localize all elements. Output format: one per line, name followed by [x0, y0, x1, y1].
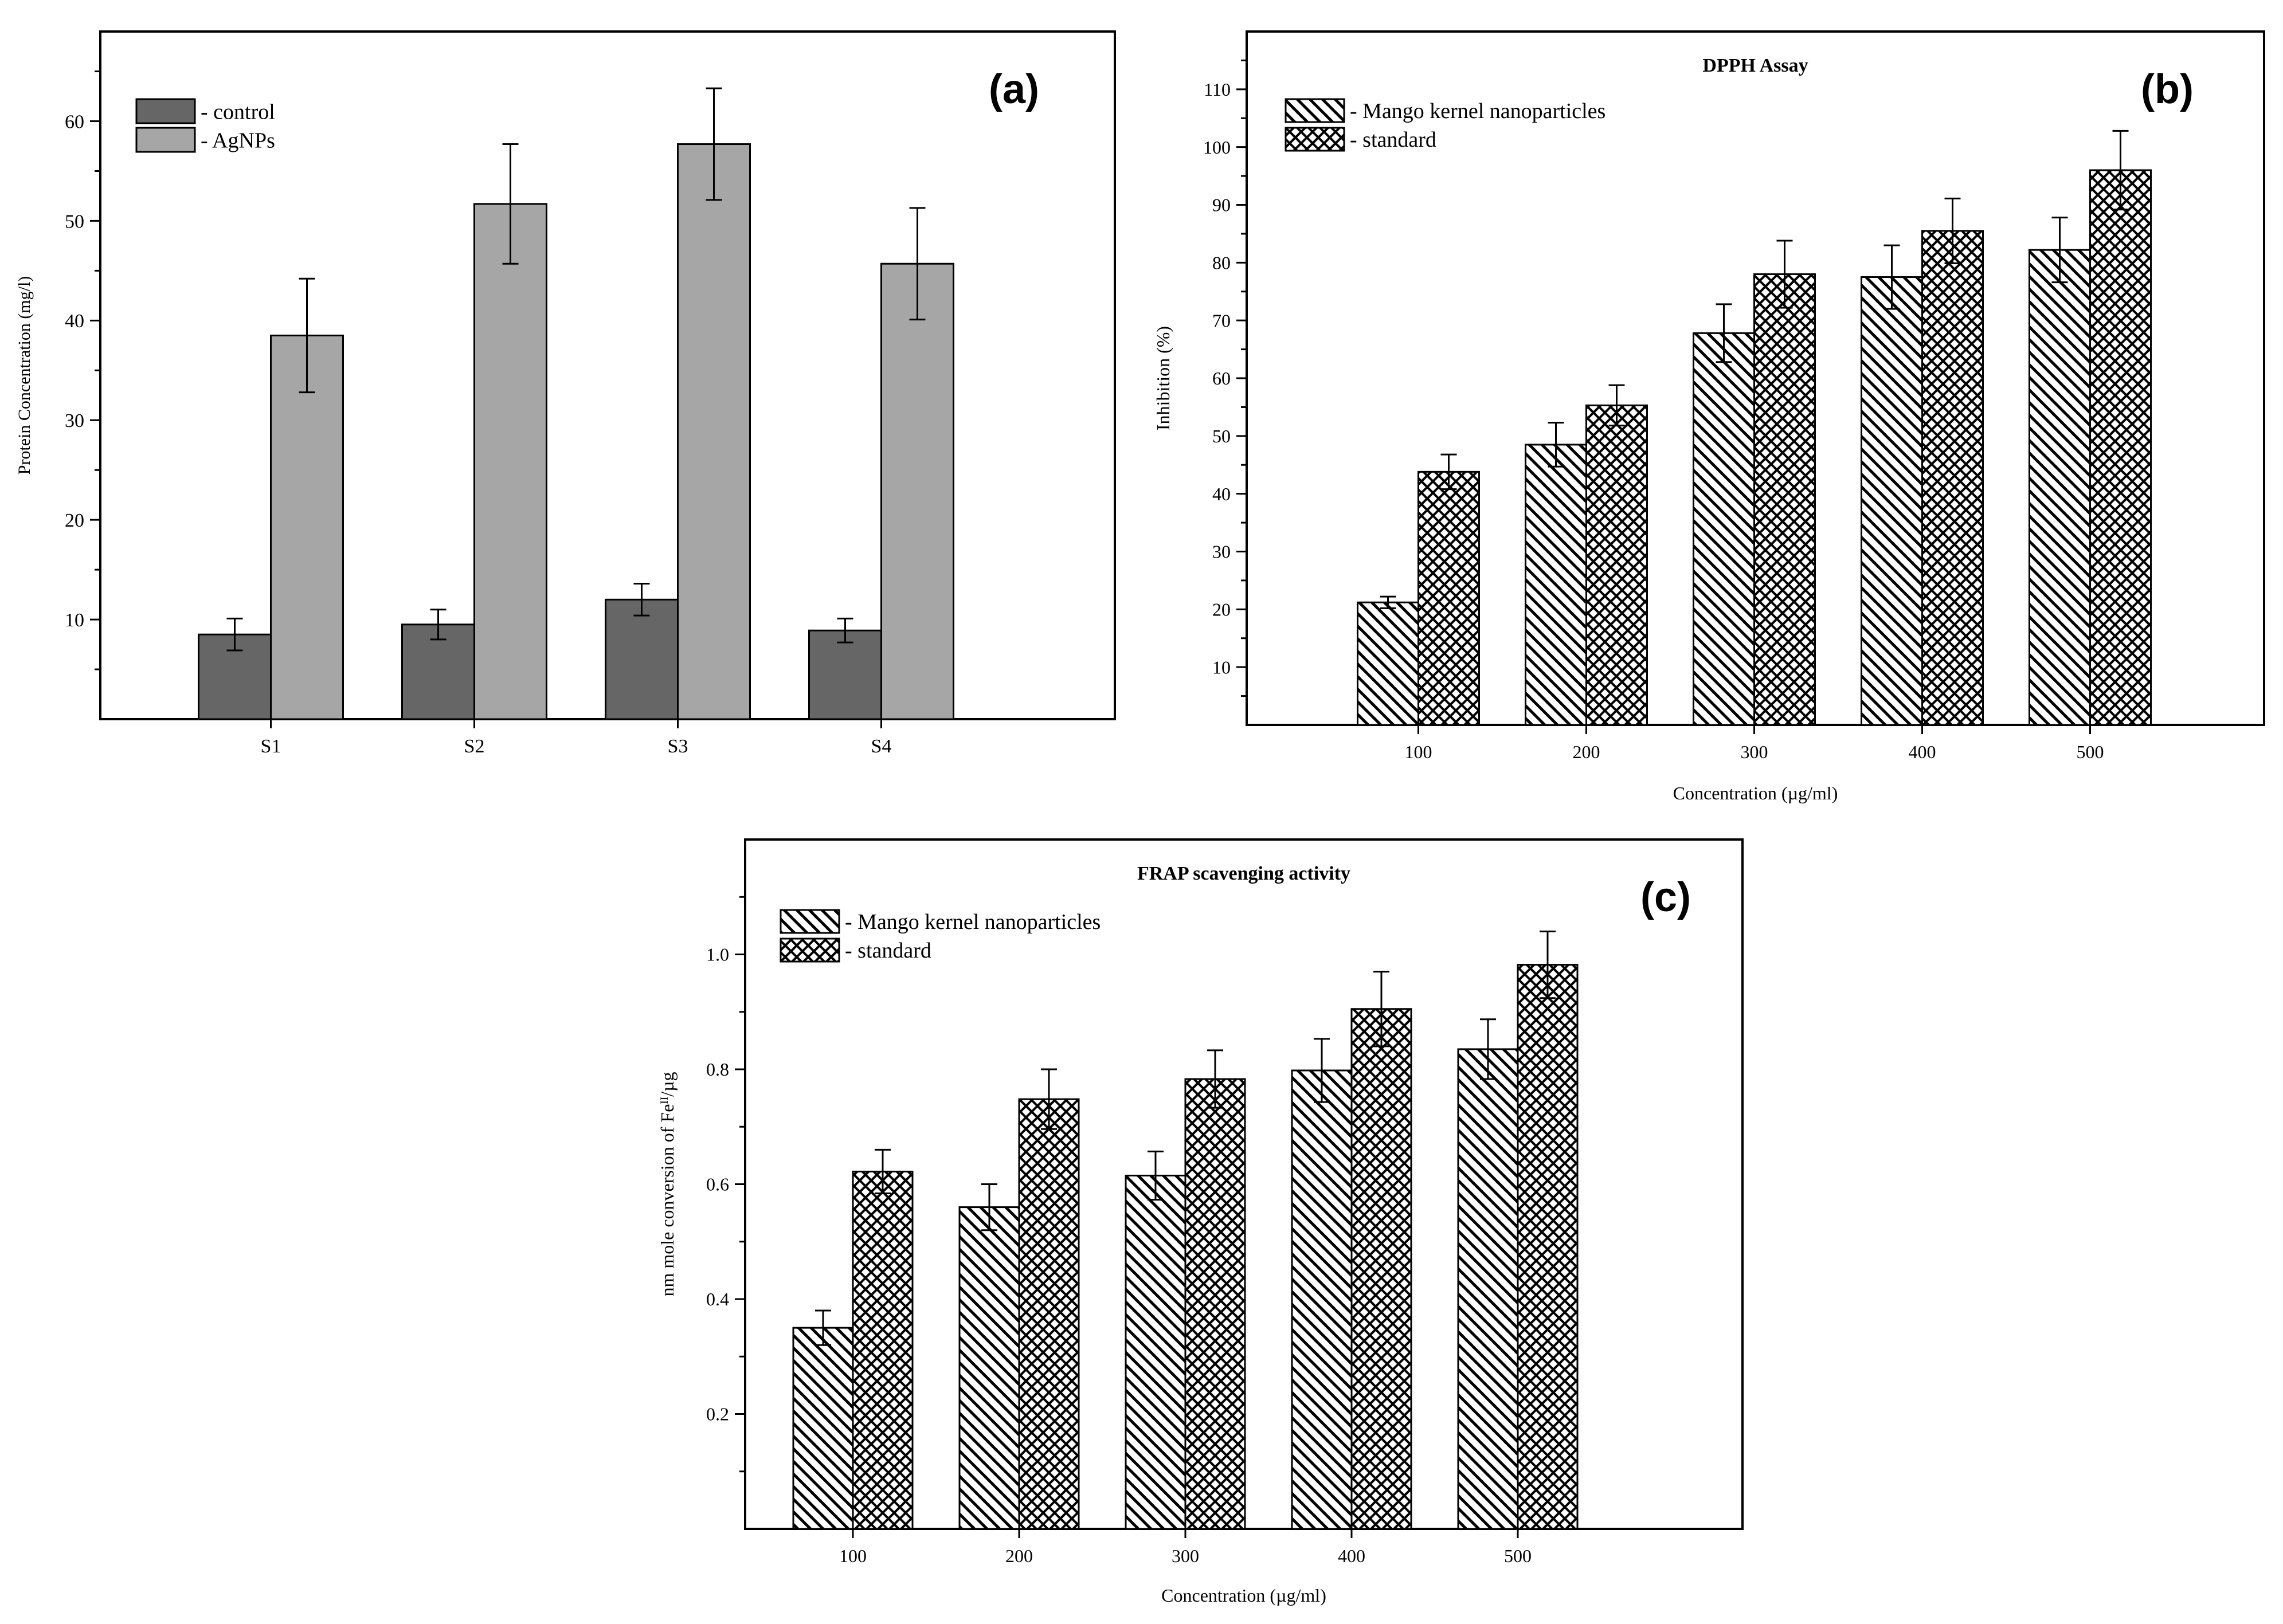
y-tick-label: 60 — [1212, 368, 1231, 389]
y-tick-label: 50 — [65, 211, 84, 232]
y-axis-label-superscript: II — [659, 1097, 671, 1104]
panel-label: (b) — [2141, 66, 2194, 112]
bar-control-s4 — [808, 629, 882, 720]
y-tick-label: 110 — [1204, 79, 1231, 100]
bar-standard-100 — [852, 1170, 914, 1530]
legend-swatch — [780, 937, 840, 963]
legend-swatch — [1285, 98, 1345, 123]
y-tick-label: 50 — [1212, 426, 1231, 446]
y-tick-label: 70 — [1212, 310, 1231, 331]
legend-label: - AgNPs — [201, 128, 275, 152]
bar-agnps-s2 — [473, 203, 547, 720]
y-tick-label: 100 — [1203, 137, 1231, 158]
bar-standard-500 — [1517, 964, 1579, 1530]
y-axis-label-tail: /µg — [657, 1072, 678, 1096]
legend-label: - Mango kernel nanoparticles — [1350, 99, 1605, 123]
legend-swatch — [135, 127, 196, 153]
legend-swatch — [135, 98, 196, 124]
bar-agnps-s1 — [270, 334, 344, 720]
x-tick-label: S4 — [871, 736, 892, 757]
x-tick-label: 200 — [1573, 742, 1600, 762]
bar-mango-200 — [958, 1206, 1020, 1530]
bar-control-s3 — [605, 598, 679, 720]
y-axis-label-text: Inhibition (%) — [1153, 326, 1173, 430]
y-tick-label: 0.2 — [706, 1404, 729, 1425]
bar-mango-500 — [2029, 249, 2091, 726]
bar-mango-400 — [1861, 276, 1923, 726]
x-axis-label: Concentration (µg/ml) — [1161, 1585, 1326, 1606]
bar-mango-300 — [1693, 332, 1755, 726]
x-tick-label: 300 — [1741, 742, 1768, 762]
legend-label: - control — [201, 100, 275, 124]
y-tick-label: 10 — [1212, 657, 1231, 677]
y-tick-label: 40 — [1212, 484, 1231, 504]
y-axis-label-text: Protein Concentration (mg/l) — [15, 276, 34, 475]
y-tick-label: 0.8 — [706, 1059, 729, 1080]
x-tick-label: 100 — [1405, 742, 1432, 762]
bar-mango-500 — [1457, 1048, 1519, 1530]
y-axis-label-text: nm mole conversion of Fe — [657, 1104, 678, 1297]
bar-standard-200 — [1018, 1098, 1080, 1530]
x-tick-label: 500 — [1504, 1545, 1532, 1566]
bar-standard-400 — [1350, 1008, 1412, 1530]
x-tick-label: 300 — [1172, 1545, 1199, 1566]
bar-standard-200 — [1585, 404, 1648, 726]
panel-label: (a) — [989, 66, 1039, 112]
panel-label: (c) — [1640, 874, 1691, 920]
y-axis-label: nm mole conversion of FeII/µg — [657, 1072, 678, 1296]
y-tick-label: 80 — [1212, 253, 1231, 273]
bar-mango-200 — [1525, 444, 1587, 726]
bar-agnps-s3 — [677, 143, 751, 720]
y-tick-label: 1.0 — [706, 944, 729, 965]
legend-swatch — [1285, 127, 1345, 152]
panel-a-bar-chart: 10 20 30 40 50 60 Protein Concentration (mg/l)… — [15, 30, 1116, 757]
bar-agnps-s4 — [880, 262, 954, 720]
y-tick-label: 40 — [65, 311, 84, 332]
y-axis-label: Protein Concentration (mg/l) — [15, 276, 34, 475]
y-tick-label: 0.4 — [706, 1289, 729, 1309]
x-axis-label: Concentration (µg/ml) — [1673, 783, 1838, 803]
y-tick-label: 20 — [1212, 599, 1231, 620]
x-tick-label: 400 — [1338, 1545, 1365, 1566]
bar-mango-100 — [1357, 601, 1419, 726]
y-axis-label: Inhibition (%) — [1153, 326, 1173, 430]
chart-title: FRAP scavenging activity — [1137, 863, 1350, 884]
x-tick-label: S2 — [464, 736, 485, 757]
bar-mango-300 — [1125, 1174, 1186, 1530]
x-tick-label: 100 — [839, 1545, 867, 1566]
y-tick-label: 30 — [65, 410, 84, 432]
x-tick-label: S1 — [261, 736, 281, 757]
y-tick-label: 10 — [65, 610, 84, 631]
bar-mango-400 — [1291, 1069, 1353, 1530]
legend-swatch — [780, 909, 840, 934]
y-tick-label: 0.6 — [706, 1174, 729, 1195]
x-tick-label: S3 — [668, 736, 688, 757]
bar-standard-300 — [1753, 273, 1816, 726]
y-tick-label: 20 — [65, 510, 84, 531]
x-tick-label: 500 — [2077, 742, 2104, 762]
x-tick-label: 400 — [1909, 742, 1936, 762]
bar-standard-400 — [1921, 230, 1984, 726]
y-tick-label: 60 — [65, 111, 84, 132]
legend-label: - Mango kernel nanoparticles — [845, 910, 1101, 934]
legend-label: - standard — [845, 939, 931, 963]
legend-label: - standard — [1350, 128, 1436, 152]
panel-b-bar-chart: 10 20 30 40 50 60 70 80 90 100 110 Inhibition (%) 10… — [1153, 30, 2265, 803]
x-tick-label: 200 — [1005, 1545, 1033, 1566]
chart-title: DPPH Assay — [1702, 55, 1808, 76]
panel-c-bar-chart: 0.2 0.4 0.6 0.8 1.0 nm mole conversion of FeI… — [657, 838, 1744, 1606]
bar-standard-500 — [2089, 169, 2152, 726]
y-tick-label: 90 — [1212, 195, 1231, 215]
bar-standard-300 — [1184, 1078, 1246, 1530]
bar-mango-100 — [792, 1327, 854, 1530]
bar-standard-100 — [1417, 470, 1480, 726]
y-tick-label: 30 — [1212, 542, 1231, 562]
